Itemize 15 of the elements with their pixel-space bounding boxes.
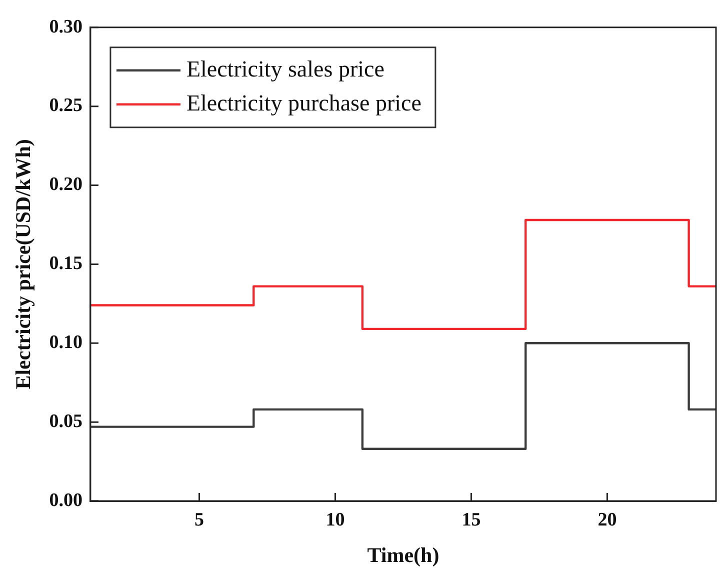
y-tick-label: 0.25 (49, 95, 82, 116)
x-tick-label: 5 (194, 509, 204, 530)
x-tick-label: 20 (598, 509, 617, 530)
y-tick-label: 0.20 (49, 174, 82, 196)
y-tick-label: 0.10 (49, 332, 82, 354)
x-tick-label: 15 (462, 509, 481, 530)
legend-label: Electricity sales price (186, 56, 384, 82)
y-tick-label: 0.30 (49, 16, 82, 38)
y-axis-title: Electricity price(USD/kWh) (11, 139, 36, 390)
x-axis-title: Time(h) (367, 542, 440, 567)
y-tick-label: 0.05 (49, 410, 82, 432)
y-tick-label: 0.00 (49, 490, 82, 511)
x-tick-label: 10 (326, 509, 345, 530)
y-tick-label: 0.15 (49, 253, 82, 274)
legend-label: Electricity purchase price (186, 90, 422, 116)
